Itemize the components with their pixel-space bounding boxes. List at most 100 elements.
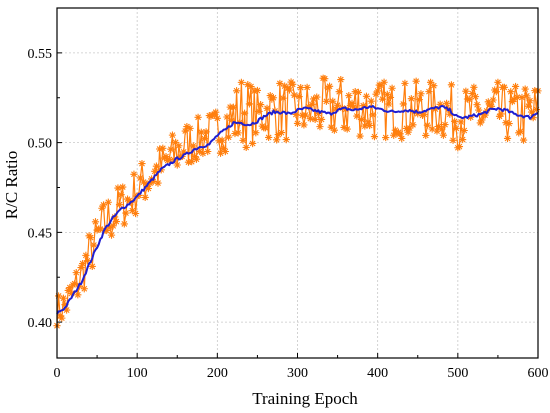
raw-point [314,109,322,118]
raw-point [317,115,326,124]
raw-point [175,142,183,150]
raw-point [390,131,398,139]
raw-point [263,104,271,112]
raw-point [333,101,342,109]
raw-point [229,103,237,111]
raw-point [274,131,282,139]
raw-point [212,108,220,116]
raw-point [215,137,223,145]
raw-point [66,283,74,292]
raw-point [378,95,387,103]
raw-point [325,82,334,90]
raw-point [189,142,197,150]
raw-point [83,257,92,265]
raw-point [383,90,391,98]
raw-point [362,92,371,100]
x-axis-title: Training Epoch [252,389,358,408]
raw-point [449,136,457,144]
x-tick-label: 400 [367,366,388,381]
raw-point [465,95,473,103]
raw-point [242,143,250,152]
raw-point [527,108,536,116]
y-tick-label: 0.55 [28,47,53,62]
raw-point [295,92,303,101]
raw-point [109,222,117,230]
raw-point [216,149,225,157]
raw-point [279,94,287,102]
raw-point [130,170,138,178]
raw-point [433,127,441,135]
raw-point [342,105,350,114]
raw-point [478,116,486,124]
raw-point [112,217,120,226]
raw-point [361,122,369,130]
raw-point [58,314,66,322]
raw-point [430,82,438,90]
raw-point [364,118,372,126]
raw-point [526,97,534,105]
raw-point [194,113,202,121]
raw-point [64,286,72,295]
raw-point [245,100,253,108]
raw-point [332,105,340,113]
raw-point [119,183,127,191]
raw-point [162,152,170,161]
raw-point [55,292,63,300]
raw-point [88,262,96,271]
raw-point [518,93,526,102]
raw-point [301,111,310,119]
raw-point [502,119,510,127]
raw-point [128,207,136,215]
raw-point [457,118,465,126]
raw-point [172,138,180,146]
raw-point [173,161,181,169]
raw-point [436,100,444,108]
raw-point [467,113,475,121]
raw-point [523,92,531,100]
raw-point [447,81,456,89]
raw-point [524,102,532,110]
raw-point [197,128,205,136]
raw-point [422,131,430,140]
raw-point [122,209,130,217]
raw-point [462,87,470,95]
raw-point [516,127,524,135]
raw-point [492,88,500,96]
raw-point [348,99,356,107]
raw-point [335,88,343,96]
x-ticks: 0 100 200 300 400 500 600 [54,353,549,381]
raw-point [513,93,521,101]
raw-point [431,105,439,113]
raw-point [114,184,122,192]
raw-point [139,178,148,186]
raw-point [434,122,443,130]
raw-point [327,123,335,131]
raw-point [340,123,348,132]
raw-point [494,78,502,86]
raw-point [366,121,374,130]
raw-point [367,97,375,105]
raw-point [345,92,353,100]
raw-point [82,251,90,259]
raw-point [358,115,366,124]
raw-point [213,114,221,122]
raw-point [87,234,95,242]
raw-point [316,123,324,131]
raw-point [401,79,409,87]
raw-point [90,241,98,249]
raw-point [271,107,279,115]
raw-point [293,119,302,128]
raw-point [468,90,476,98]
raw-point [404,128,412,136]
raw-point [481,111,489,119]
raw-point [441,121,449,129]
raw-point [218,136,226,144]
raw-point [428,125,436,133]
raw-point [261,124,270,132]
raw-point [321,75,329,83]
raw-point [354,88,363,96]
smoothed-series-line [56,105,539,315]
raw-point [98,204,106,212]
raw-point [451,117,459,125]
raw-point [388,84,396,92]
